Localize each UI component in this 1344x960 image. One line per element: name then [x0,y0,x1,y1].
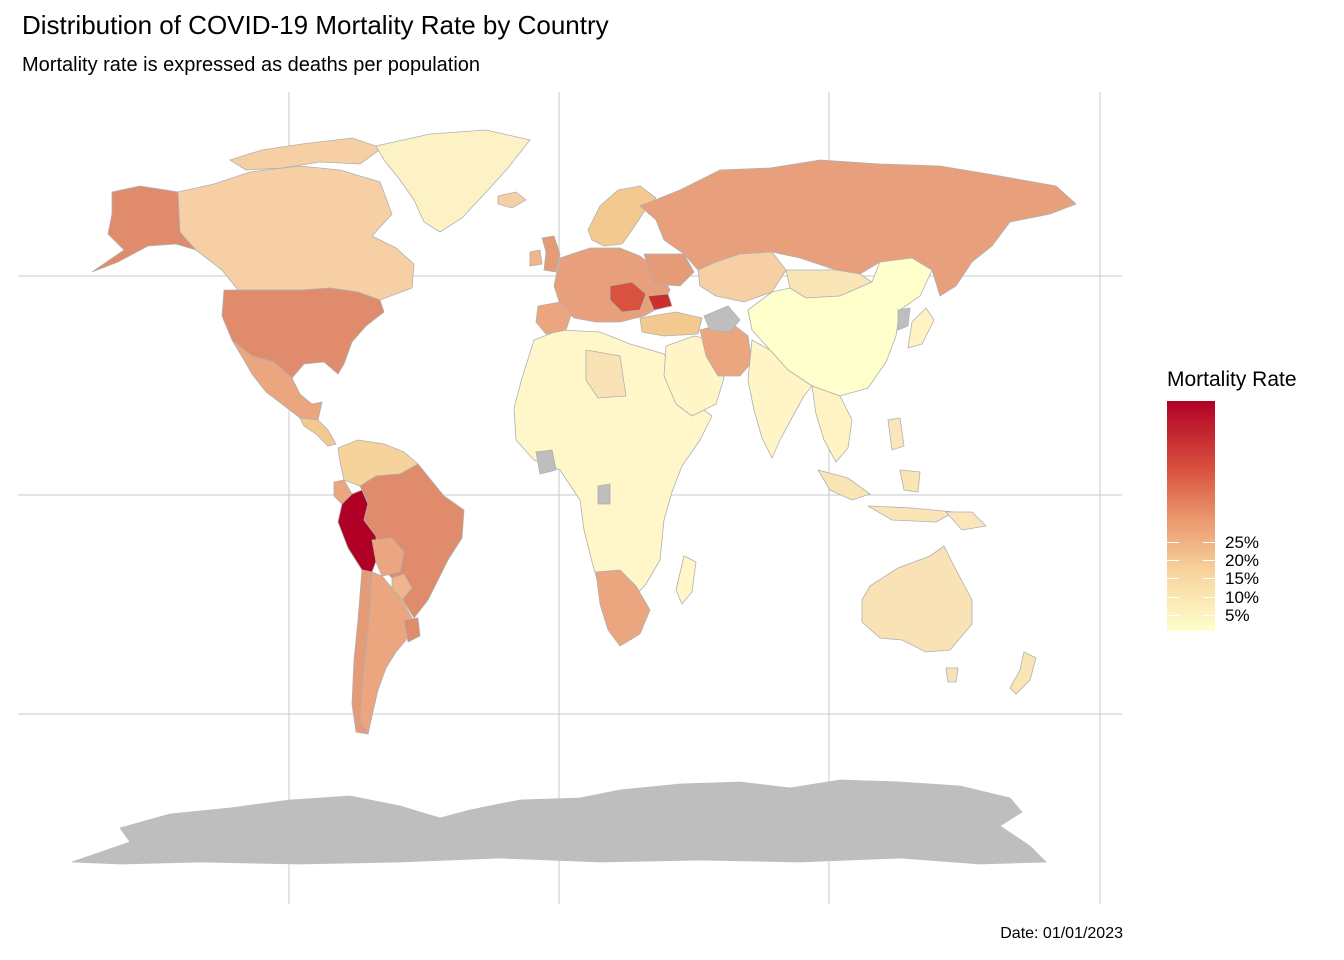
region-bolivia [371,537,405,577]
region-antarctica [71,779,1047,865]
region-libya [585,349,627,399]
region-india [747,339,813,459]
region-canada [177,165,415,301]
legend-tick [1203,560,1215,561]
map-subtitle: Mortality rate is expressed as deaths pe… [22,54,481,76]
region-se-asia [811,385,853,463]
date-caption: Date: 01/01/2023 [1000,925,1123,942]
region-africa-missing-2 [597,483,611,505]
region-iberia [535,301,573,335]
legend-label-15: 15% [1225,569,1260,588]
legend-tick [1203,578,1215,579]
region-png [945,511,987,531]
region-tasmania [945,667,959,683]
legend-tick [1203,542,1215,543]
region-ukraine [643,253,695,287]
region-turkey [639,311,703,337]
region-scandinavia [587,185,657,247]
region-philippines [887,417,905,451]
region-indonesia [817,469,956,523]
legend-tick [1167,560,1179,561]
legend-title: Mortality Rate [1167,368,1297,391]
region-madagascar [675,555,697,605]
region-balkans [609,281,647,313]
legend-tick [1167,578,1179,579]
legend-label-25: 25% [1225,533,1260,552]
region-korea-missing [897,307,911,331]
legend-tick [1203,597,1215,598]
region-bulgaria [647,293,673,311]
region-argentina [359,571,413,736]
region-southern-africa [595,569,651,647]
region-ireland [529,249,543,267]
legend-tick [1167,542,1179,543]
region-canada-islands [229,137,383,171]
region-central-america [299,417,337,447]
region-japan [907,307,935,349]
region-afghanistan [703,305,741,333]
country-shapes [71,129,1077,865]
region-greenland [375,129,531,233]
region-africa-missing [535,449,557,475]
map-title: Distribution of COVID-19 Mortality Rate … [22,10,609,40]
region-mexico [231,339,323,421]
region-australia [861,545,973,653]
region-uk [541,235,561,273]
region-kazakhstan [697,251,787,303]
legend-label-5: 5% [1225,606,1250,625]
region-new-zealand [1009,651,1037,695]
legend-label-10: 10% [1225,588,1260,607]
region-uruguay [403,617,421,643]
legend-color-bar [1167,401,1215,631]
gridlines [18,92,1122,904]
legend-label-20: 20% [1225,551,1260,570]
region-brazil [359,463,465,619]
legend-tick [1203,615,1215,616]
region-iceland [497,191,527,209]
legend-tick [1167,597,1179,598]
legend-tick [1167,615,1179,616]
